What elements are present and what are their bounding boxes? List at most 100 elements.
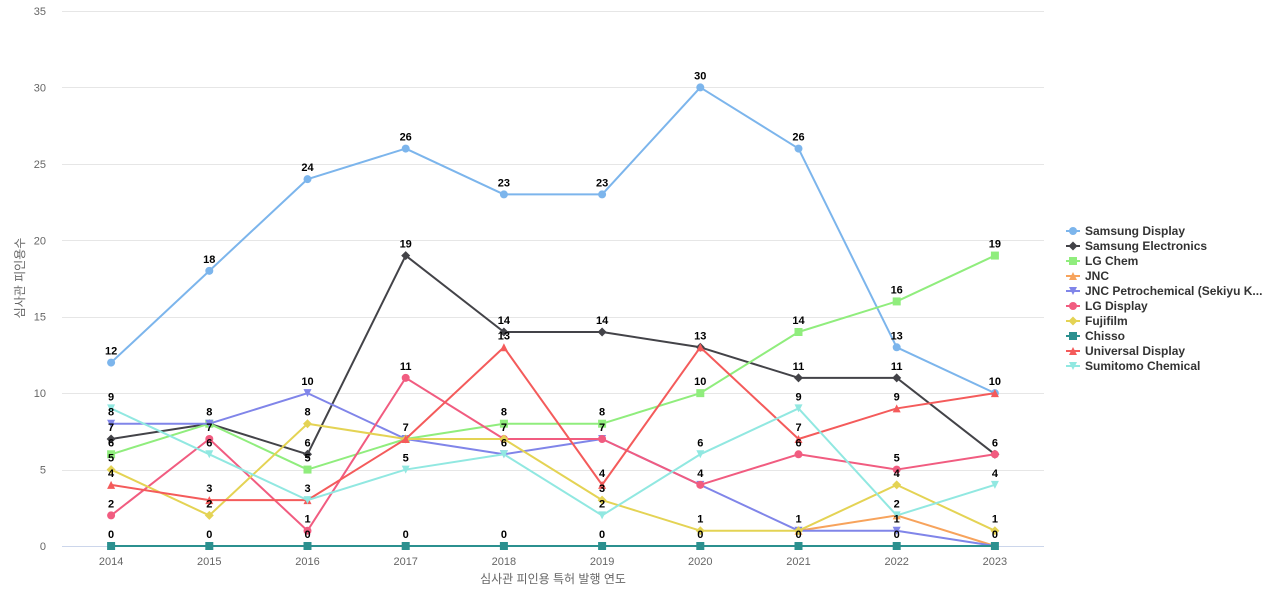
data-point xyxy=(794,450,803,459)
y-tick-label: 20 xyxy=(34,235,46,247)
data-label: 6 xyxy=(304,437,310,449)
y-tick-label: 0 xyxy=(40,541,46,553)
x-tick-label: 2016 xyxy=(295,556,319,568)
data-point xyxy=(794,328,803,336)
data-point xyxy=(892,404,901,413)
legend-symbol xyxy=(1069,302,1077,310)
data-label: 10 xyxy=(301,376,313,388)
data-label: 0 xyxy=(304,529,310,541)
x-tick-label: 2014 xyxy=(99,556,123,568)
legend-item[interactable]: Chisso xyxy=(1066,329,1125,343)
legend-symbol xyxy=(1069,332,1077,340)
x-tick-label: 2022 xyxy=(884,556,908,568)
data-label: 1 xyxy=(697,514,703,526)
series-line xyxy=(110,254,996,456)
data-label: 7 xyxy=(795,422,801,434)
data-label: 0 xyxy=(894,529,900,541)
data-point xyxy=(401,144,410,153)
data-point xyxy=(205,435,214,443)
data-label: 5 xyxy=(403,453,409,465)
data-point xyxy=(892,465,901,474)
data-point xyxy=(598,511,607,520)
legend-item[interactable]: Fujifilm xyxy=(1066,314,1128,328)
legend-symbol xyxy=(1069,362,1077,370)
data-label: 3 xyxy=(304,483,310,495)
data-point xyxy=(990,480,999,489)
data-point xyxy=(597,327,607,337)
data-point xyxy=(696,83,705,92)
data-label: 26 xyxy=(400,132,412,144)
gridlines xyxy=(62,11,1044,471)
data-point xyxy=(303,526,312,535)
legend-item[interactable]: JNC Petrochemical (Sekiyu K... xyxy=(1066,284,1262,298)
data-label: 4 xyxy=(992,468,999,480)
legend-item[interactable]: Samsung Display xyxy=(1066,224,1185,238)
legend-item[interactable]: Samsung Electronics xyxy=(1066,239,1207,253)
data-point xyxy=(794,526,803,536)
legend-symbol xyxy=(1069,257,1077,265)
series-line xyxy=(110,407,996,517)
data-point xyxy=(303,542,312,550)
legend-item[interactable]: LG Display xyxy=(1066,299,1148,313)
data-point xyxy=(794,435,803,443)
data-label: 5 xyxy=(894,453,900,465)
data-point xyxy=(597,495,607,505)
data-point xyxy=(892,511,901,520)
data-point xyxy=(598,480,607,489)
data-label: 8 xyxy=(304,407,310,419)
y-tick-label: 30 xyxy=(34,82,46,94)
legend-item[interactable]: LG Chem xyxy=(1066,254,1138,268)
series-line xyxy=(110,422,996,532)
data-point xyxy=(401,542,410,550)
data-point xyxy=(990,389,999,398)
legend-symbol xyxy=(1068,316,1078,326)
series-line xyxy=(110,346,996,502)
data-point xyxy=(107,419,116,428)
y-tick-label: 5 xyxy=(40,465,46,477)
legend-label: Samsung Display xyxy=(1085,224,1185,238)
data-point xyxy=(107,511,116,520)
data-label: 6 xyxy=(992,437,998,449)
data-point xyxy=(205,542,214,550)
y-tick-label: 25 xyxy=(34,159,46,171)
data-point xyxy=(303,175,312,184)
data-label: 8 xyxy=(206,407,212,419)
data-point xyxy=(106,434,116,444)
legend-item[interactable]: JNC xyxy=(1066,269,1109,283)
data-point xyxy=(990,450,999,459)
legend-item[interactable]: Sumitomo Chemical xyxy=(1066,359,1200,373)
data-point xyxy=(499,542,508,550)
data-point xyxy=(205,266,214,275)
data-label: 19 xyxy=(989,239,1001,251)
data-label: 4 xyxy=(697,468,704,480)
x-axis-title: 심사관 피인용 특허 발행 연도 xyxy=(480,571,626,586)
series-5 xyxy=(107,373,999,535)
data-label: 6 xyxy=(501,437,507,449)
series-7 xyxy=(107,542,999,550)
x-tick-label: 2023 xyxy=(983,556,1007,568)
data-label: 4 xyxy=(894,468,901,480)
data-label: 23 xyxy=(596,177,608,189)
legend-label: Sumitomo Chemical xyxy=(1085,359,1200,373)
data-label: 26 xyxy=(792,132,804,144)
data-label: 2 xyxy=(206,498,212,510)
data-label: 8 xyxy=(108,407,114,419)
data-label: 11 xyxy=(400,361,412,373)
series-line xyxy=(110,86,996,395)
x-tick-label: 2015 xyxy=(197,556,221,568)
y-tick-label: 15 xyxy=(34,312,46,324)
data-point xyxy=(892,297,901,306)
data-label: 6 xyxy=(206,437,212,449)
data-point xyxy=(303,389,312,398)
data-label: 2 xyxy=(599,498,605,510)
data-label: 13 xyxy=(694,330,706,342)
data-label: 7 xyxy=(403,422,409,434)
data-label: 10 xyxy=(989,376,1001,388)
legend-item[interactable]: Universal Display xyxy=(1066,344,1185,358)
data-point xyxy=(499,419,508,428)
series-0 xyxy=(107,83,999,398)
x-axis-ticks: 2014 2015 2016 2017 2018 2019 2020 2021 2022 2023 xyxy=(99,556,1007,568)
data-label: 8 xyxy=(501,407,507,419)
legend-symbol xyxy=(1069,227,1077,235)
